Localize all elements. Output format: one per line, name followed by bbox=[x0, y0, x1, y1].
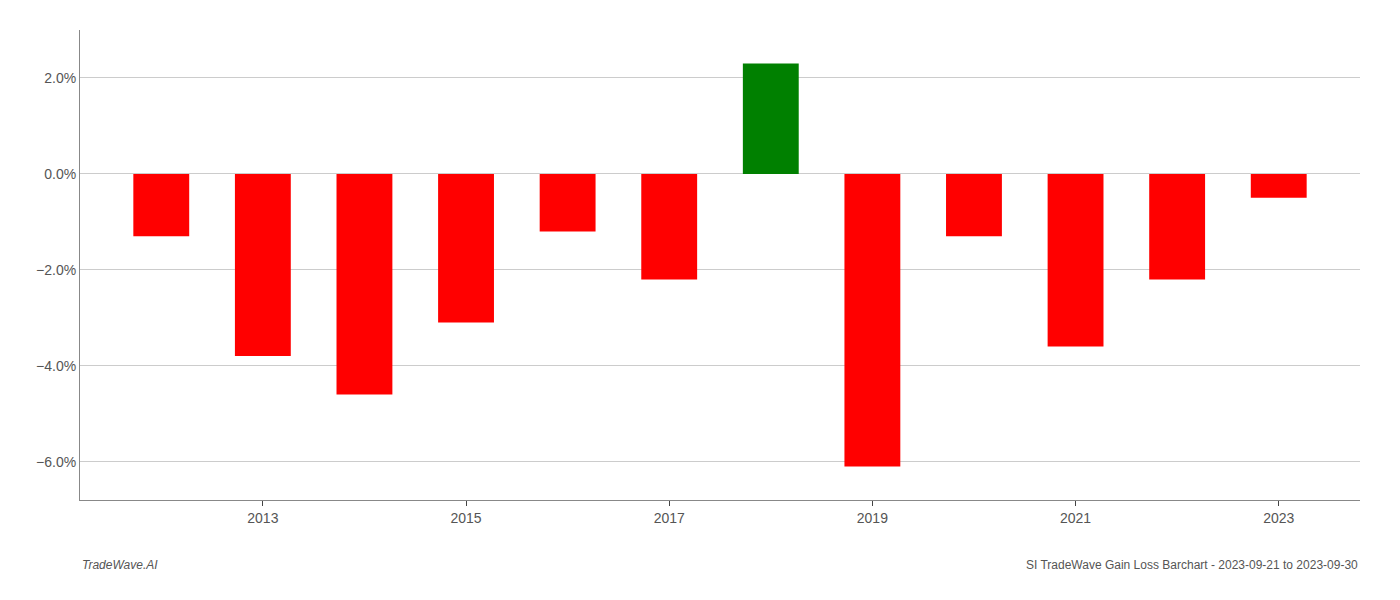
svg-text:0.0%: 0.0% bbox=[44, 166, 76, 182]
svg-text:2013: 2013 bbox=[247, 510, 278, 526]
svg-text:SI TradeWave Gain Loss Barchar: SI TradeWave Gain Loss Barchart - 2023-0… bbox=[1026, 558, 1358, 572]
svg-text:2023: 2023 bbox=[1263, 510, 1294, 526]
svg-text:2.0%: 2.0% bbox=[44, 70, 76, 86]
svg-text:−6.0%: −6.0% bbox=[36, 454, 76, 470]
svg-text:2019: 2019 bbox=[857, 510, 888, 526]
svg-text:2017: 2017 bbox=[654, 510, 685, 526]
svg-text:2015: 2015 bbox=[450, 510, 481, 526]
svg-text:TradeWave.AI: TradeWave.AI bbox=[82, 558, 158, 572]
svg-text:2021: 2021 bbox=[1060, 510, 1091, 526]
svg-text:−2.0%: −2.0% bbox=[36, 262, 76, 278]
svg-text:−4.0%: −4.0% bbox=[36, 358, 76, 374]
